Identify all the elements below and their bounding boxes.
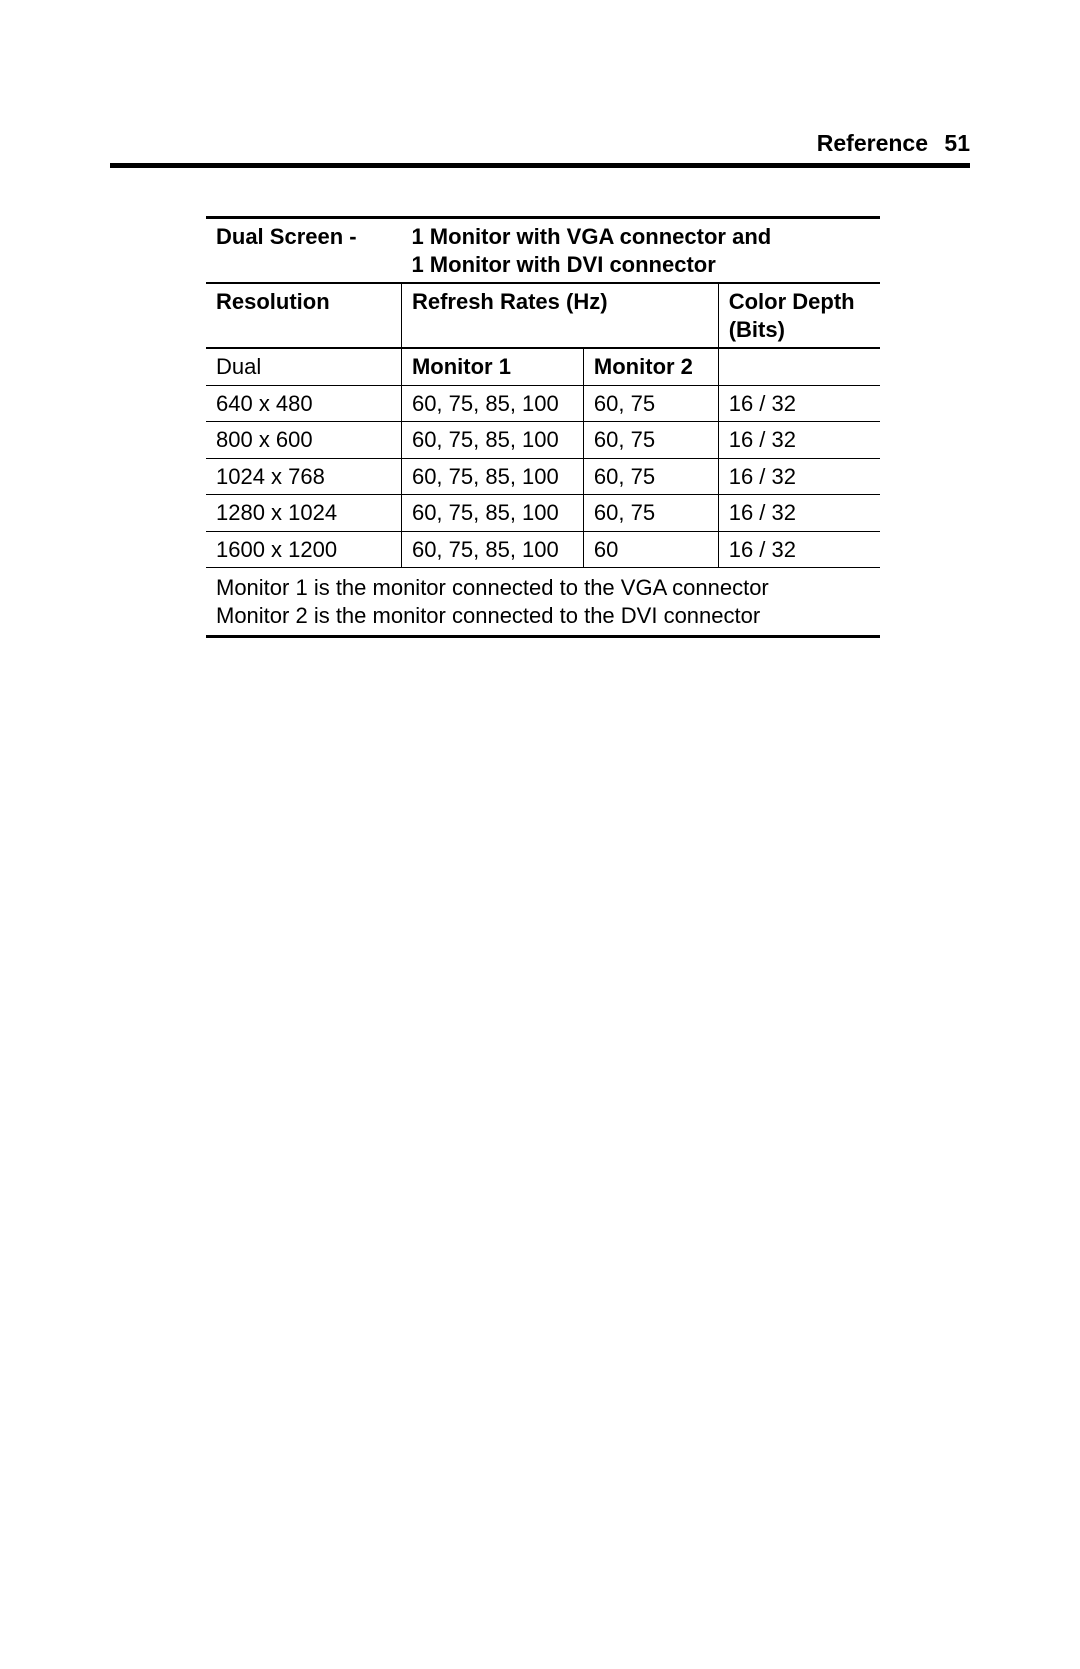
table-row: 800 x 600 60, 75, 85, 100 60, 75 16 / 32 — [206, 422, 880, 459]
title-right-line2: 1 Monitor with DVI connector — [411, 252, 715, 277]
cell-monitor2: 60, 75 — [583, 458, 718, 495]
section-title: Reference — [817, 130, 928, 156]
spec-table-container: Dual Screen - 1 Monitor with VGA connect… — [206, 216, 880, 638]
cell-color-depth: 16 / 32 — [718, 495, 880, 532]
table-row: 1600 x 1200 60, 75, 85, 100 60 16 / 32 — [206, 531, 880, 568]
cell-monitor1: 60, 75, 85, 100 — [401, 458, 583, 495]
footnote-1: Monitor 1 is the monitor connected to th… — [216, 575, 769, 600]
title-left: Dual Screen - — [206, 218, 401, 284]
col-refresh-rates: Refresh Rates (Hz) — [401, 283, 718, 348]
cell-color-depth: 16 / 32 — [718, 422, 880, 459]
subheader-empty — [718, 348, 880, 385]
table-row: 640 x 480 60, 75, 85, 100 60, 75 16 / 32 — [206, 385, 880, 422]
cell-resolution: 1600 x 1200 — [206, 531, 401, 568]
cell-monitor2: 60, 75 — [583, 495, 718, 532]
footnote-2: Monitor 2 is the monitor connected to th… — [216, 603, 760, 628]
cell-resolution: 800 x 600 — [206, 422, 401, 459]
footnote-cell: Monitor 1 is the monitor connected to th… — [206, 568, 880, 637]
cell-monitor1: 60, 75, 85, 100 — [401, 531, 583, 568]
cell-monitor1: 60, 75, 85, 100 — [401, 422, 583, 459]
cell-resolution: 640 x 480 — [206, 385, 401, 422]
page-header: Reference 51 — [110, 130, 970, 168]
page-number: 51 — [944, 130, 970, 156]
cell-resolution: 1024 x 768 — [206, 458, 401, 495]
cell-monitor1: 60, 75, 85, 100 — [401, 495, 583, 532]
col-resolution: Resolution — [206, 283, 401, 348]
column-header-row: Resolution Refresh Rates (Hz) Color Dept… — [206, 283, 880, 348]
spec-table: Dual Screen - 1 Monitor with VGA connect… — [206, 216, 880, 638]
cell-color-depth: 16 / 32 — [718, 385, 880, 422]
subheader-monitor1: Monitor 1 — [401, 348, 583, 385]
table-row: 1280 x 1024 60, 75, 85, 100 60, 75 16 / … — [206, 495, 880, 532]
title-right-line1: 1 Monitor with VGA connector and — [411, 224, 771, 249]
table-row: 1024 x 768 60, 75, 85, 100 60, 75 16 / 3… — [206, 458, 880, 495]
col-color-depth: Color Depth (Bits) — [718, 283, 880, 348]
title-right: 1 Monitor with VGA connector and 1 Monit… — [401, 218, 880, 284]
cell-monitor1: 60, 75, 85, 100 — [401, 385, 583, 422]
cell-monitor2: 60, 75 — [583, 422, 718, 459]
cell-color-depth: 16 / 32 — [718, 458, 880, 495]
subheader-row: Dual Monitor 1 Monitor 2 — [206, 348, 880, 385]
subheader-dual: Dual — [206, 348, 401, 385]
subheader-monitor2: Monitor 2 — [583, 348, 718, 385]
cell-monitor2: 60 — [583, 531, 718, 568]
col-color-depth-line1: Color Depth — [729, 289, 855, 314]
cell-resolution: 1280 x 1024 — [206, 495, 401, 532]
cell-color-depth: 16 / 32 — [718, 531, 880, 568]
col-color-depth-line2: (Bits) — [729, 317, 785, 342]
table-title-row: Dual Screen - 1 Monitor with VGA connect… — [206, 218, 880, 284]
cell-monitor2: 60, 75 — [583, 385, 718, 422]
footnote-row: Monitor 1 is the monitor connected to th… — [206, 568, 880, 637]
page: Reference 51 Dual Screen - 1 Monitor wit… — [0, 0, 1080, 1669]
